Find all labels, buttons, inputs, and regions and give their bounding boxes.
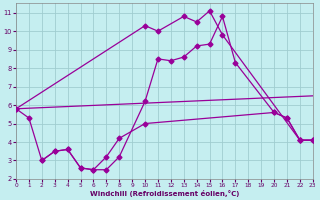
X-axis label: Windchill (Refroidissement éolien,°C): Windchill (Refroidissement éolien,°C) — [90, 190, 239, 197]
